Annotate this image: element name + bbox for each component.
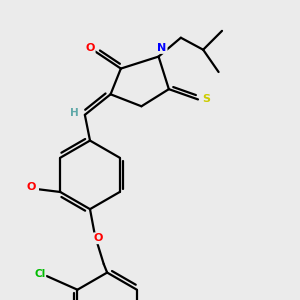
Text: S: S (202, 94, 211, 104)
Text: Cl: Cl (34, 269, 45, 279)
Text: H: H (70, 108, 79, 118)
Text: N: N (158, 43, 166, 53)
Text: O: O (85, 43, 95, 53)
Text: O: O (94, 233, 103, 243)
Text: O: O (26, 182, 36, 192)
